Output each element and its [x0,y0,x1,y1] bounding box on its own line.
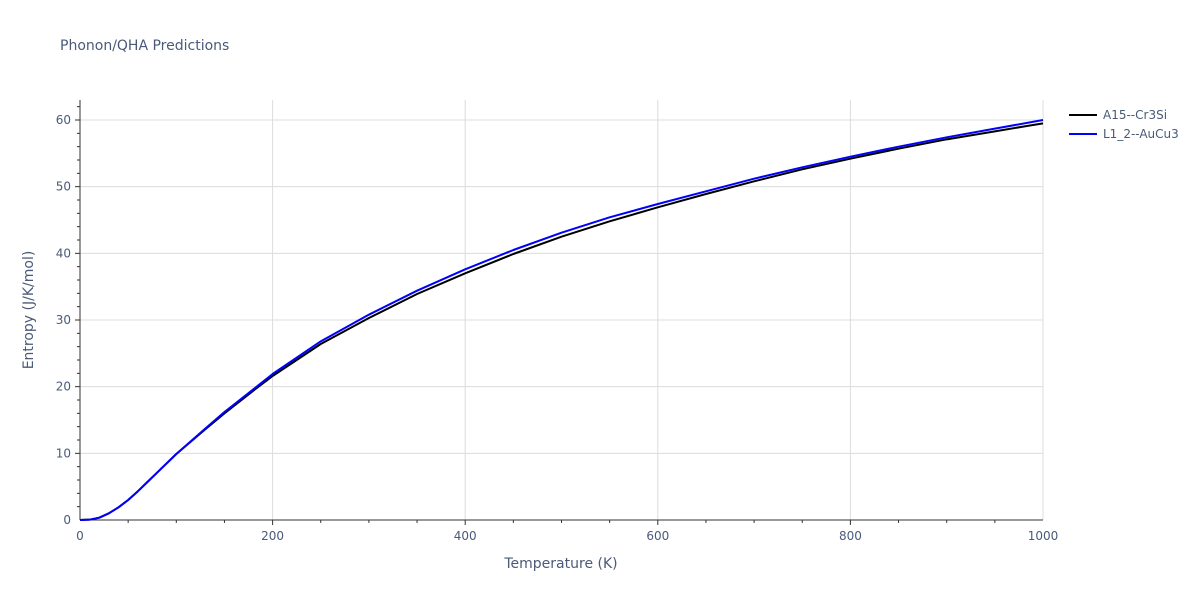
series-line-0 [79,122,1044,521]
chart-title: Phonon/QHA Predictions [60,38,229,54]
x-tick-label: 400 [454,529,477,543]
y-axis-title: Entropy (J/K/mol) [21,251,37,370]
grid-layer [80,100,1044,520]
y-tick-label: 40 [56,246,71,260]
y-tick-label: 60 [56,113,71,127]
x-tick-label: 0 [76,529,84,543]
x-tick-label: 200 [261,529,284,543]
y-tick-label: 30 [56,313,71,327]
legend-label: A15--Cr3Si [1103,108,1167,122]
x-tick-label: 600 [646,529,669,543]
legend-label: L1_2--AuCu3 [1103,127,1179,141]
series-layer [79,119,1044,521]
y-tick-label: 0 [63,513,71,527]
y-tick-label: 10 [56,446,71,460]
legend: A15--Cr3Si L1_2--AuCu3 [1069,108,1179,141]
x-tick-label: 800 [839,529,862,543]
x-tick-label: 1000 [1028,529,1059,543]
x-axis-title: Temperature (K) [503,556,617,572]
series-line-1 [79,119,1044,521]
y-tick-label: 50 [56,180,71,194]
y-tick-label: 20 [56,380,71,394]
axes-layer: 0 200 400 600 800 1000 0 10 20 30 40 50 60 [56,100,1059,543]
